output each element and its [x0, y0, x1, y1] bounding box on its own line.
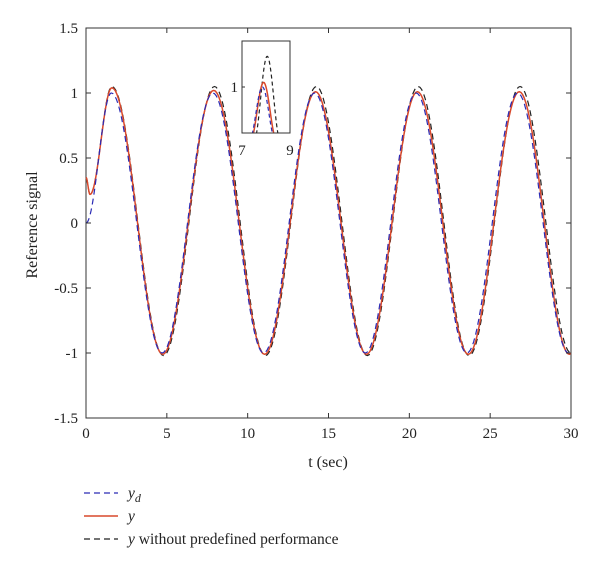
inset-series-layer	[251, 55, 279, 133]
legend-item: y without predefined performance	[84, 531, 339, 548]
inset-curves	[251, 55, 279, 133]
plot-area: 0 5 10 15 20 25 30 -1.5 -1 -0.5 0 0.5 1 1.5	[54, 21, 578, 442]
legend-label-text: without predefined performance	[135, 531, 339, 548]
x-tick-label: 15	[321, 426, 336, 442]
x-tick-label: 25	[483, 426, 498, 442]
series-line-y	[85, 87, 572, 356]
legend-item: y	[84, 508, 135, 525]
x-tick-label: 30	[564, 426, 579, 442]
legend-label-symbol: y	[126, 485, 135, 502]
inset-peak-line	[252, 81, 275, 133]
inset-y-tick-label: 1	[231, 80, 239, 96]
series-layer	[85, 85, 572, 357]
legend-label: y without predefined performance	[126, 531, 339, 548]
y-tick-label: -0.5	[54, 281, 78, 297]
x-tick-label: 0	[82, 426, 90, 442]
y-tick-label: -1.5	[54, 411, 78, 427]
x-tick-label: 5	[163, 426, 171, 442]
inset-tick-layer: 7 9 1	[231, 80, 294, 159]
legend-label-symbol: y	[126, 531, 135, 548]
inset-x-tick-label: 7	[238, 143, 246, 159]
y-tick-label: 0	[71, 216, 79, 232]
y-tick-label: 0.5	[59, 151, 78, 167]
inset-peak-line	[251, 86, 273, 133]
x-tick-label: 20	[402, 426, 417, 442]
legend-label: yd	[126, 485, 142, 505]
series-line-y-d	[85, 92, 572, 354]
inset-peak-line	[255, 55, 279, 133]
legend-label-symbol: y	[126, 508, 135, 525]
legend-item: yd	[84, 485, 142, 505]
inset-zoom: 7 9 1	[231, 40, 294, 159]
legend-label-subscript: d	[135, 491, 142, 505]
y-tick-label: 1.5	[59, 21, 78, 37]
inset-x-tick-label: 9	[286, 143, 294, 159]
x-tick-label: 10	[240, 426, 255, 442]
y-axis-label: Reference signal	[24, 171, 41, 279]
x-axis-label: t (sec)	[308, 454, 348, 471]
legend-label: y	[126, 508, 135, 525]
tick-layer: 0 5 10 15 20 25 30 -1.5 -1 -0.5 0 0.5 1 1.5	[54, 21, 578, 442]
y-tick-label: 1	[71, 86, 79, 102]
y-tick-label: -1	[66, 346, 79, 362]
